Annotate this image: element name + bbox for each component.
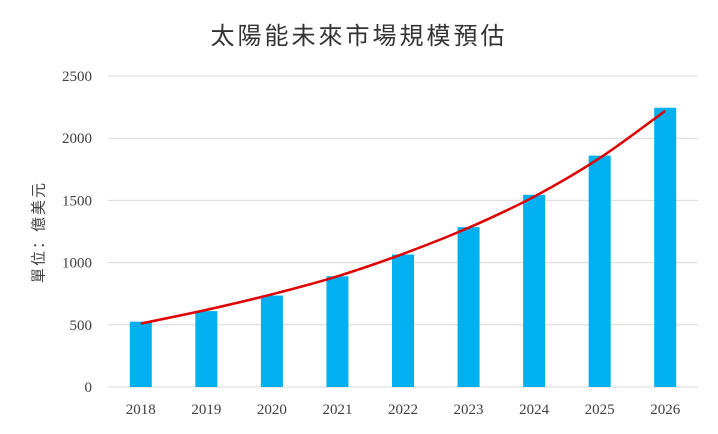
x-tick-label: 2018 [126,402,156,418]
x-tick-label: 2024 [519,402,550,418]
y-tick-label: 2000 [62,131,92,147]
trendline [140,109,666,325]
x-tick-label: 2021 [322,402,352,418]
x-tick-label: 2023 [454,402,484,418]
chart-title: 太陽能未來市場規模預估 [210,22,508,50]
bar [654,107,677,388]
bar [523,194,546,387]
y-tick-label: 2500 [62,69,92,85]
x-tick-label: 2019 [191,402,221,418]
bar [326,276,349,387]
bar [457,227,480,387]
x-tick-label: 2026 [650,402,681,418]
bar [260,295,283,387]
bar [588,155,611,387]
y-tick-label: 500 [70,318,93,334]
bar [195,311,218,387]
y-tick-label: 1000 [62,256,92,272]
bar [392,254,414,387]
y-tick-label: 0 [85,380,93,396]
x-tick-label: 2020 [257,402,287,418]
y-axis-label: 單位：億美元 [29,180,48,284]
bar [129,321,152,387]
x-tick-label: 2022 [388,402,418,418]
y-tick-label: 1500 [62,193,92,209]
x-tick-label: 2025 [585,402,615,418]
